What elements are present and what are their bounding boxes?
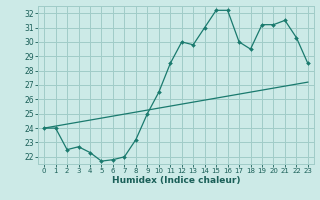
- X-axis label: Humidex (Indice chaleur): Humidex (Indice chaleur): [112, 176, 240, 185]
